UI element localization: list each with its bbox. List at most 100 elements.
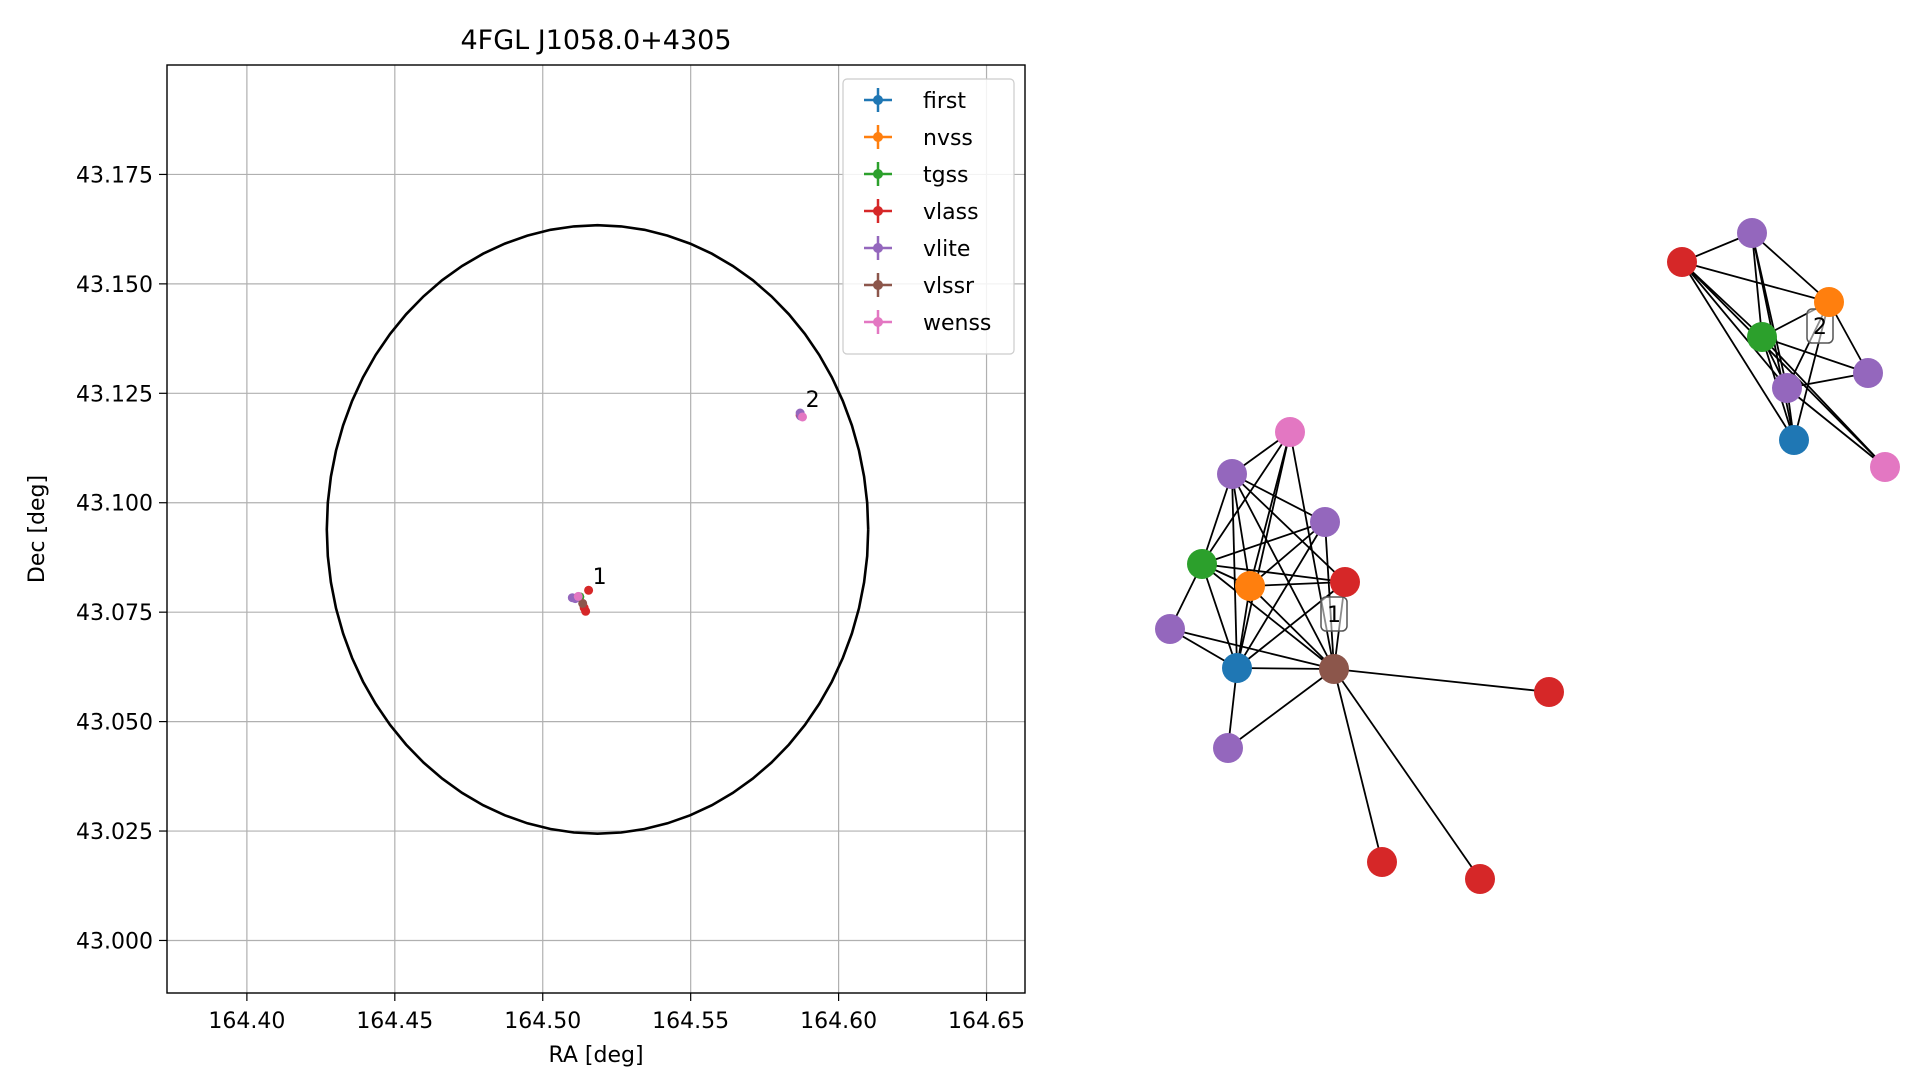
network-edge [1231, 473, 1251, 587]
x-tick-label: 164.60 [800, 1009, 877, 1034]
cluster-label-box [1320, 596, 1348, 632]
x-tick-label: 164.50 [504, 1009, 581, 1034]
x-axis-label: RA [deg] [548, 1043, 643, 1068]
legend-label-wenss: wenss [923, 311, 991, 336]
network-node [1319, 654, 1349, 684]
y-tick-label: 43.075 [76, 601, 153, 626]
legend: first nvss tgss vlass vlite vlssr wenss [842, 78, 1015, 355]
legend-label-vlite: vlite [923, 237, 970, 262]
legend-marker-wenss [873, 317, 883, 327]
grid [167, 65, 1025, 993]
network-edge [1236, 431, 1291, 669]
cluster-label: 1 [1327, 603, 1341, 628]
network-nodes [1155, 218, 1900, 894]
network-edge [1751, 232, 1763, 338]
legend-marker-vlssr [873, 280, 883, 290]
x-tick-label: 164.45 [356, 1009, 433, 1034]
network-node [1465, 864, 1495, 894]
network-edge [1201, 563, 1335, 670]
network-edge [1231, 473, 1335, 670]
network-node [1772, 373, 1802, 403]
network-edge [1236, 521, 1326, 669]
point-annotations: 12 [593, 388, 820, 590]
network-edge [1227, 668, 1335, 749]
network-node [1213, 733, 1243, 763]
point-vlass [584, 585, 594, 595]
chart-title: 4FGL J1058.0+4305 [460, 25, 731, 56]
y-tick-label: 43.100 [76, 492, 153, 517]
cluster-label: 2 [1813, 315, 1827, 340]
y-tick-label: 43.150 [76, 273, 153, 298]
legend-label-nvss: nvss [923, 126, 973, 151]
network-node [1667, 247, 1697, 277]
point-vlssr [578, 598, 588, 608]
y-tick-label: 43.050 [76, 711, 153, 736]
legend-label-vlass: vlass [923, 200, 979, 225]
annotation-label: 1 [593, 565, 607, 590]
network-edge [1201, 563, 1346, 583]
network-edge [1231, 473, 1238, 669]
legend-marker-tgss [873, 169, 883, 179]
plot-frame [166, 64, 1026, 994]
network-node [1814, 287, 1844, 317]
scatter-panel: 12 164.40 164.45 164.50 164.55 164.60 164.654… [25, 25, 1026, 1068]
network-edge [1201, 473, 1233, 565]
legend-marker-nvss [873, 132, 883, 142]
network-node [1222, 653, 1252, 683]
x-tick-label: 164.55 [652, 1009, 729, 1034]
network-node [1367, 847, 1397, 877]
y-tick-label: 43.175 [76, 163, 153, 188]
network-node [1275, 417, 1305, 447]
network-node [1330, 567, 1360, 597]
network-edge [1786, 387, 1886, 468]
network-edge [1249, 581, 1346, 587]
legend-marker-vlite [873, 243, 883, 253]
network-node [1870, 452, 1900, 482]
legend-marker-first [873, 95, 883, 105]
ellipse-layer [325, 223, 870, 836]
point-wenss [798, 412, 808, 422]
network-node [1534, 677, 1564, 707]
network-edge [1681, 261, 1795, 441]
y-axis-label: Dec [deg] [25, 475, 50, 583]
legend-label-tgss: tgss [923, 163, 969, 188]
network-edge [1761, 336, 1886, 468]
network-node [1747, 322, 1777, 352]
x-tick-label: 164.40 [208, 1009, 285, 1034]
network-edge [1249, 585, 1335, 670]
network-edge [1201, 563, 1238, 669]
network-node [1155, 614, 1185, 644]
network-edge [1169, 628, 1335, 670]
data-points [567, 408, 808, 616]
network-node [1310, 507, 1340, 537]
network-node [1235, 571, 1265, 601]
network-edge [1333, 668, 1481, 880]
network-edge [1681, 261, 1886, 468]
network-edge [1236, 667, 1335, 670]
network-edge [1681, 261, 1788, 389]
legend-label-first: first [923, 89, 966, 114]
network-edge [1761, 336, 1869, 374]
network-node [1853, 358, 1883, 388]
network-edge [1201, 521, 1326, 565]
axis-ticks: 164.40 164.45 164.50 164.55 164.60 164.65 43.0… [76, 163, 1025, 1034]
network-edge [1333, 668, 1550, 693]
y-tick-label: 43.000 [76, 929, 153, 954]
annotation-label: 2 [806, 388, 820, 413]
network-node [1217, 459, 1247, 489]
y-tick-label: 43.125 [76, 382, 153, 407]
x-tick-label: 164.65 [948, 1009, 1025, 1034]
network-edge [1751, 232, 1830, 303]
network-edge [1231, 473, 1346, 583]
point-wenss [573, 591, 583, 601]
legend-marker-vlass [873, 206, 883, 216]
localization-ellipse [325, 223, 870, 836]
network-panel: 12 [1155, 218, 1900, 894]
network-node [1737, 218, 1767, 248]
network-edge [1231, 473, 1326, 523]
legend-label-vlssr: vlssr [923, 274, 975, 299]
network-node [1779, 425, 1809, 455]
y-tick-label: 43.025 [76, 820, 153, 845]
network-edge [1249, 521, 1326, 587]
